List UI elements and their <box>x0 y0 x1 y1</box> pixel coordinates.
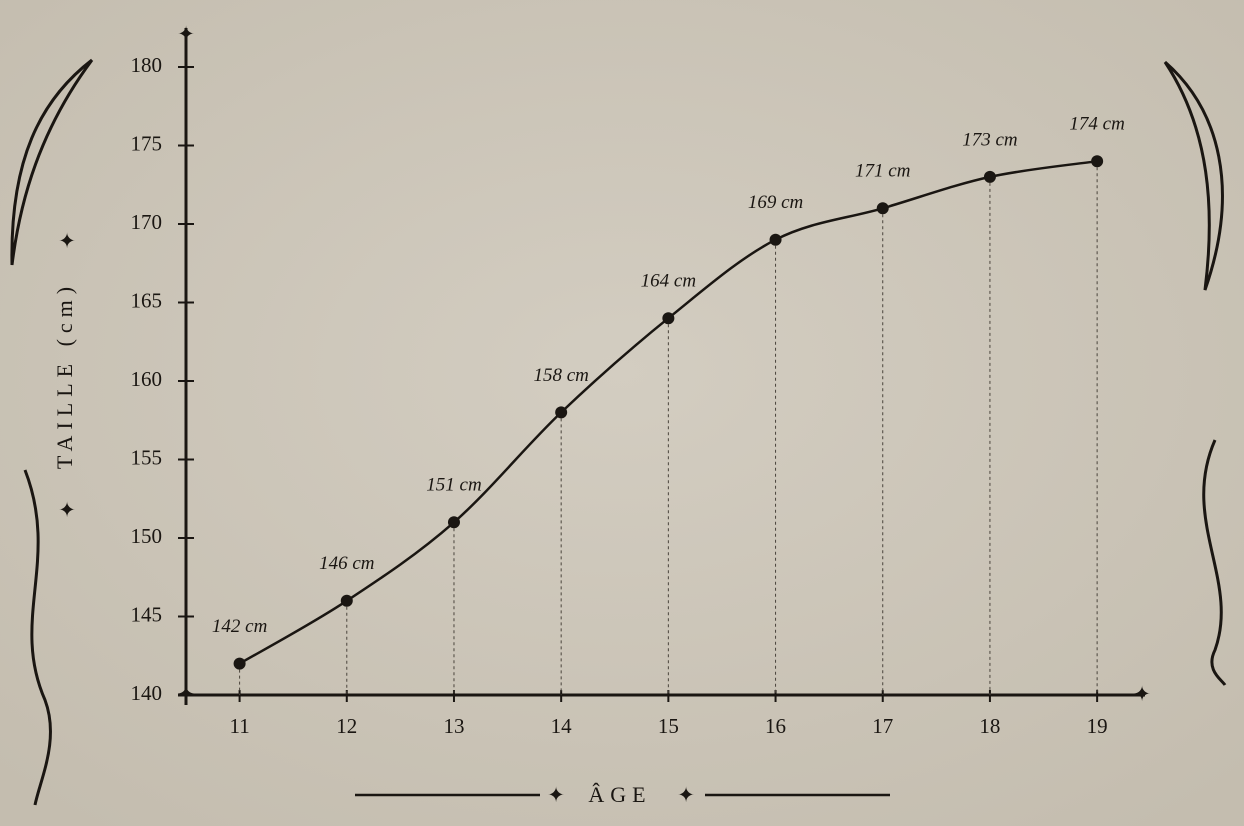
ornament: ✦ <box>177 682 195 706</box>
ornament <box>10 58 94 266</box>
point <box>233 657 246 670</box>
data-label: 142 cm <box>212 616 267 637</box>
point <box>340 594 353 607</box>
point <box>1091 155 1104 168</box>
y-tick-label: 155 <box>131 445 163 469</box>
point <box>983 170 996 183</box>
data-label: 151 cm <box>426 475 481 496</box>
y-axis-title: TAILLE (cm) <box>52 281 77 469</box>
point <box>662 312 675 325</box>
x-tick-label: 14 <box>551 714 573 738</box>
ornament <box>1202 439 1227 686</box>
x-tick-label: 19 <box>1087 714 1108 738</box>
x-tick-label: 18 <box>979 714 1000 738</box>
ornament <box>1163 60 1224 291</box>
y-tick-label: 180 <box>131 53 163 77</box>
x-tick-label: 12 <box>336 714 357 738</box>
data-label: 158 cm <box>533 365 588 386</box>
y-tick-label: 170 <box>131 210 163 234</box>
ornament: ✦ <box>58 229 76 253</box>
x-tick-label: 15 <box>658 714 679 738</box>
y-tick-label: 140 <box>131 681 163 705</box>
data-label: 174 cm <box>1069 114 1124 135</box>
ornament: ✦ <box>677 783 695 807</box>
point <box>555 406 568 419</box>
ornament: ✦ <box>1133 682 1151 706</box>
y-tick-label: 160 <box>131 367 163 391</box>
y-tick-label: 145 <box>131 602 163 626</box>
x-tick-label: 13 <box>443 714 464 738</box>
ornaments <box>10 58 1227 806</box>
data-label: 173 cm <box>962 129 1017 150</box>
y-tick-label: 175 <box>131 131 163 155</box>
ornament: ✦ <box>177 22 195 46</box>
ornament: ✦ <box>58 498 76 522</box>
point <box>876 202 889 215</box>
x-tick-label: 17 <box>872 714 893 738</box>
data-label: 169 cm <box>748 192 803 213</box>
point <box>769 233 782 246</box>
x-axis-title: ÂGE <box>588 782 651 807</box>
data-label: 146 cm <box>319 553 374 574</box>
ornament <box>23 469 52 806</box>
x-tick-label: 16 <box>765 714 786 738</box>
y-tick-label: 165 <box>131 288 163 312</box>
line <box>238 159 1098 665</box>
y-tick-label: 150 <box>131 524 163 548</box>
point <box>447 516 460 529</box>
ornament: ✦ <box>547 783 565 807</box>
x-tick-label: 11 <box>229 714 249 738</box>
data-label: 164 cm <box>641 271 696 292</box>
data-label: 171 cm <box>855 161 910 182</box>
